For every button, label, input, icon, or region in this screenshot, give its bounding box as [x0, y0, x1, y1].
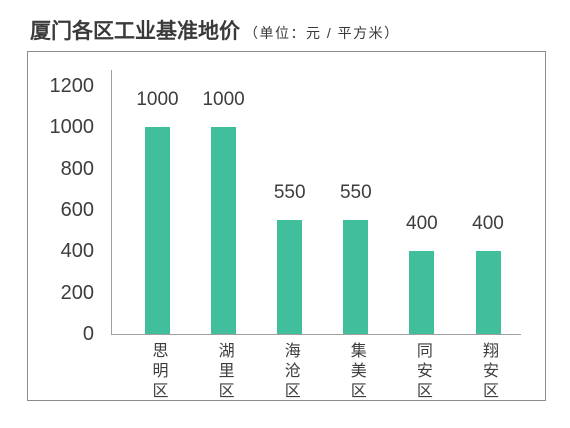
chart-title: 厦门各区工业基准地价 [30, 20, 240, 43]
bar [277, 220, 303, 334]
y-tick-label: 600 [60, 199, 94, 221]
y-tick-label: 200 [60, 281, 94, 304]
bar [409, 251, 435, 334]
category-label: 同安区 [413, 342, 431, 402]
bar [343, 220, 369, 334]
category-label: 集美区 [347, 342, 365, 402]
chart-frame [27, 51, 546, 401]
bar [145, 127, 170, 334]
category-label: 思明区 [149, 342, 167, 402]
chart-title-row: 厦门各区工业基准地价 （单位：元 / 平方米） [30, 15, 400, 43]
x-axis-line [111, 334, 521, 335]
y-tick-label: 400 [60, 240, 94, 263]
bar-value-label: 400 [472, 213, 504, 235]
y-tick-label: 1000 [49, 116, 95, 139]
y-axis-line [111, 70, 112, 334]
bar-value-label: 550 [339, 182, 372, 204]
y-tick-label: 800 [60, 157, 94, 180]
category-label: 翔安区 [480, 342, 497, 402]
y-tick-label: 1200 [49, 75, 95, 97]
bar [475, 251, 501, 334]
bar [211, 127, 237, 334]
bar-value-label: 400 [406, 213, 438, 235]
bar-value-label: 1000 [202, 89, 245, 111]
y-tick-label: 0 [82, 323, 94, 345]
category-label: 海沧区 [281, 342, 299, 402]
chart-subtitle: （单位：元 / 平方米） [244, 25, 400, 41]
bar-value-label: 550 [273, 182, 306, 204]
bar-value-label: 1000 [136, 89, 179, 111]
category-label: 湖里区 [215, 342, 233, 402]
